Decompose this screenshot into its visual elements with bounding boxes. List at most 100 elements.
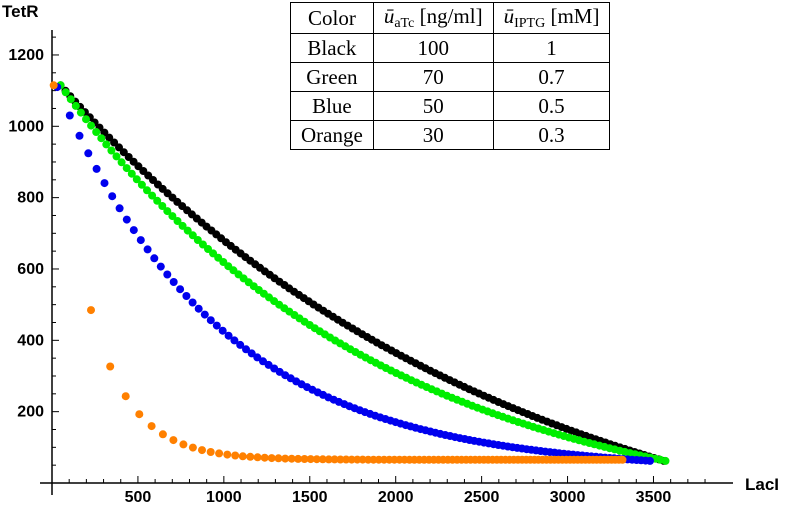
- data-point: [324, 455, 333, 464]
- data-point: [236, 340, 245, 349]
- data-point: [82, 115, 90, 124]
- x-tick-label: 3000: [550, 489, 586, 506]
- cell-atc: 100: [372, 33, 494, 63]
- table-row: Orange 30 0.3: [290, 120, 611, 150]
- data-point: [342, 455, 351, 464]
- x-tick-label: 2500: [464, 489, 500, 506]
- data-point: [115, 204, 124, 213]
- header-atc: ūaTc [ng/ml]: [372, 2, 494, 34]
- data-point: [287, 454, 296, 463]
- axes: 500 1000 1500 2000 2500 3000 3500 200 400 600 800 1…: [8, 30, 733, 506]
- data-point: [87, 306, 95, 315]
- data-point: [61, 88, 70, 97]
- data-point: [163, 270, 172, 279]
- data-point: [66, 95, 75, 104]
- data-point: [176, 285, 185, 294]
- data-point: [105, 133, 114, 142]
- data-point: [260, 453, 269, 462]
- data-point: [198, 446, 206, 455]
- data-point: [274, 454, 283, 463]
- data-point: [267, 454, 276, 463]
- data-point: [281, 454, 290, 463]
- data-point: [117, 158, 126, 167]
- data-point: [223, 450, 232, 459]
- data-point: [92, 128, 101, 136]
- data-point: [135, 410, 144, 419]
- header-atc-symbol: ū: [383, 4, 395, 28]
- header-color: Color: [290, 2, 374, 34]
- cell-iptg: 0.5: [492, 91, 611, 121]
- data-point: [618, 455, 627, 464]
- data-point: [300, 455, 309, 463]
- cell-atc: 30: [372, 120, 494, 150]
- y-tick-label: 400: [17, 332, 44, 349]
- data-point: [102, 140, 111, 149]
- data-points: [49, 81, 670, 465]
- header-iptg-symbol: ū: [503, 4, 515, 28]
- data-point: [182, 292, 191, 300]
- data-point: [87, 121, 96, 130]
- data-point: [97, 134, 106, 143]
- data-point: [253, 353, 262, 362]
- data-point: [238, 452, 247, 461]
- legend-table-header: Color ūaTc [ng/ml] ūIPTG [mM]: [290, 2, 611, 34]
- cell-color: Green: [290, 62, 374, 92]
- data-point: [137, 180, 146, 189]
- x-tick-label: 1000: [206, 489, 242, 506]
- data-point: [106, 362, 115, 371]
- y-tick-label: 800: [17, 190, 44, 207]
- data-point: [107, 146, 116, 155]
- data-point: [306, 455, 315, 464]
- data-point: [84, 149, 93, 158]
- data-point: [247, 349, 256, 358]
- data-point: [168, 212, 177, 221]
- data-point: [231, 451, 240, 460]
- data-point: [122, 215, 131, 224]
- x-tick-label: 1500: [292, 489, 328, 506]
- data-point: [153, 196, 162, 205]
- cell-iptg: 0.3: [492, 120, 611, 150]
- data-point: [132, 175, 141, 184]
- cell-color: Blue: [290, 91, 374, 121]
- data-point: [200, 310, 209, 319]
- data-point: [230, 336, 239, 345]
- header-iptg-sub: IPTG: [514, 16, 546, 31]
- cell-color: Orange: [290, 120, 374, 150]
- data-point: [646, 456, 654, 465]
- data-point: [49, 81, 58, 90]
- x-tick-label: 500: [125, 489, 152, 506]
- data-point: [188, 231, 197, 240]
- data-point: [158, 202, 167, 210]
- y-tick-label: 1000: [8, 118, 44, 135]
- data-point: [110, 138, 119, 147]
- data-point: [179, 440, 188, 449]
- data-point: [127, 169, 136, 178]
- data-point: [188, 298, 197, 307]
- data-point: [253, 453, 262, 462]
- data-point: [169, 278, 178, 286]
- data-point: [294, 454, 303, 463]
- header-atc-sub: aTc: [394, 16, 415, 31]
- header-iptg: ūIPTG [mM]: [492, 2, 611, 34]
- data-point: [347, 455, 356, 464]
- data-point: [242, 345, 250, 354]
- y-axis-label: TetR: [2, 2, 39, 21]
- data-point: [75, 131, 84, 140]
- data-point: [143, 245, 152, 254]
- data-point: [206, 316, 215, 325]
- data-point: [136, 236, 145, 245]
- header-iptg-unit: [mM]: [550, 4, 600, 28]
- data-point: [100, 179, 109, 188]
- data-point: [150, 254, 159, 263]
- data-point: [336, 455, 345, 464]
- data-point: [206, 448, 215, 456]
- data-point: [148, 191, 157, 200]
- x-axis-label: LacI: [745, 475, 779, 494]
- table-row: Black 100 1: [290, 33, 611, 63]
- data-point: [218, 326, 227, 335]
- data-point: [129, 226, 138, 235]
- data-point: [156, 262, 165, 271]
- data-point: [224, 331, 233, 340]
- data-point: [312, 455, 321, 464]
